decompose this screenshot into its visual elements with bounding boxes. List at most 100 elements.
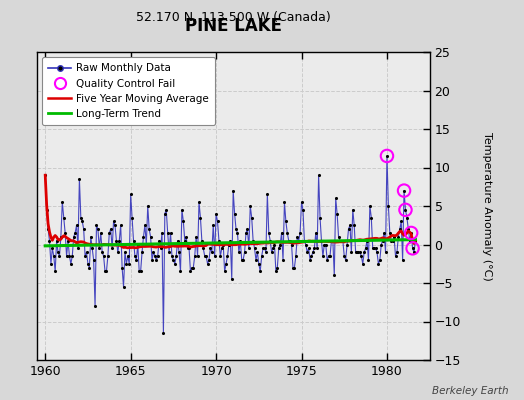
Point (235, 249, 243, 255)
Point (387, 238, 396, 244)
Point (94, 226, 102, 232)
Point (394, 234, 402, 240)
Point (44, 226, 52, 232)
Point (96, 230, 105, 236)
Point (198, 238, 206, 244)
Point (252, 257, 260, 263)
Point (322, 241, 330, 248)
Text: Berkeley Earth: Berkeley Earth (432, 386, 508, 396)
Point (324, 253, 333, 259)
Point (256, 268, 265, 275)
Point (139, 234, 148, 240)
Point (57, 234, 65, 240)
Point (91, 303, 99, 309)
Point (346, 222, 354, 228)
Point (165, 249, 173, 255)
Point (128, 214, 136, 221)
Point (316, 214, 324, 221)
Point (185, 245, 193, 252)
Point (393, 249, 401, 255)
Point (302, 241, 310, 248)
Point (358, 260, 367, 267)
Point (265, 230, 273, 236)
Point (377, 241, 386, 248)
Point (179, 218, 188, 225)
Point (68, 253, 77, 259)
Point (45, 238, 53, 244)
Point (125, 260, 134, 267)
Point (61, 230, 69, 236)
Point (213, 218, 222, 225)
Point (401, 207, 410, 213)
Point (350, 222, 358, 228)
Point (206, 245, 215, 252)
Point (219, 241, 227, 248)
Point (104, 253, 112, 259)
Point (172, 253, 180, 259)
Point (159, 330, 168, 336)
Point (384, 203, 392, 209)
Point (181, 238, 189, 244)
Point (202, 253, 210, 259)
Point (193, 253, 202, 259)
Point (270, 241, 279, 248)
Point (330, 272, 339, 278)
Point (114, 249, 122, 255)
Point (116, 222, 125, 228)
Point (88, 245, 96, 252)
Point (112, 238, 121, 244)
Point (142, 241, 150, 248)
Point (81, 253, 89, 259)
Point (374, 260, 383, 267)
Legend: Raw Monthly Data, Quality Control Fail, Five Year Moving Average, Long-Term Tren: Raw Monthly Data, Quality Control Fail, … (42, 57, 215, 125)
Point (259, 245, 267, 252)
Point (267, 249, 276, 255)
Point (290, 264, 299, 271)
Point (201, 253, 209, 259)
Point (52, 238, 61, 244)
Point (199, 245, 208, 252)
Point (182, 234, 190, 240)
Point (216, 253, 225, 259)
Point (148, 257, 156, 263)
Point (122, 260, 130, 267)
Point (343, 241, 351, 248)
Point (169, 257, 178, 263)
Point (162, 207, 170, 213)
Point (215, 238, 223, 244)
Point (367, 214, 376, 221)
Point (329, 238, 337, 244)
Point (48, 245, 57, 252)
Point (400, 187, 408, 194)
Point (222, 260, 230, 267)
Point (247, 214, 256, 221)
Title: 52.170 N, 113.500 W (Canada): 52.170 N, 113.500 W (Canada) (136, 12, 331, 24)
Point (135, 268, 144, 275)
Point (149, 249, 158, 255)
Point (84, 260, 92, 267)
Point (131, 253, 139, 259)
Point (229, 187, 237, 194)
Point (47, 260, 55, 267)
Point (411, 238, 420, 244)
Point (151, 253, 159, 259)
Point (381, 249, 390, 255)
Point (320, 241, 329, 248)
Point (178, 207, 186, 213)
Point (364, 257, 373, 263)
Point (195, 199, 203, 205)
Point (152, 257, 160, 263)
Point (357, 253, 366, 259)
Point (105, 230, 114, 236)
Point (232, 226, 240, 232)
Point (407, 230, 416, 236)
Point (269, 245, 277, 252)
Point (155, 238, 163, 244)
Point (101, 268, 109, 275)
Point (372, 245, 380, 252)
Point (226, 238, 235, 244)
Text: PINE LAKE: PINE LAKE (184, 17, 282, 35)
Point (221, 268, 229, 275)
Point (336, 238, 344, 244)
Point (294, 238, 303, 244)
